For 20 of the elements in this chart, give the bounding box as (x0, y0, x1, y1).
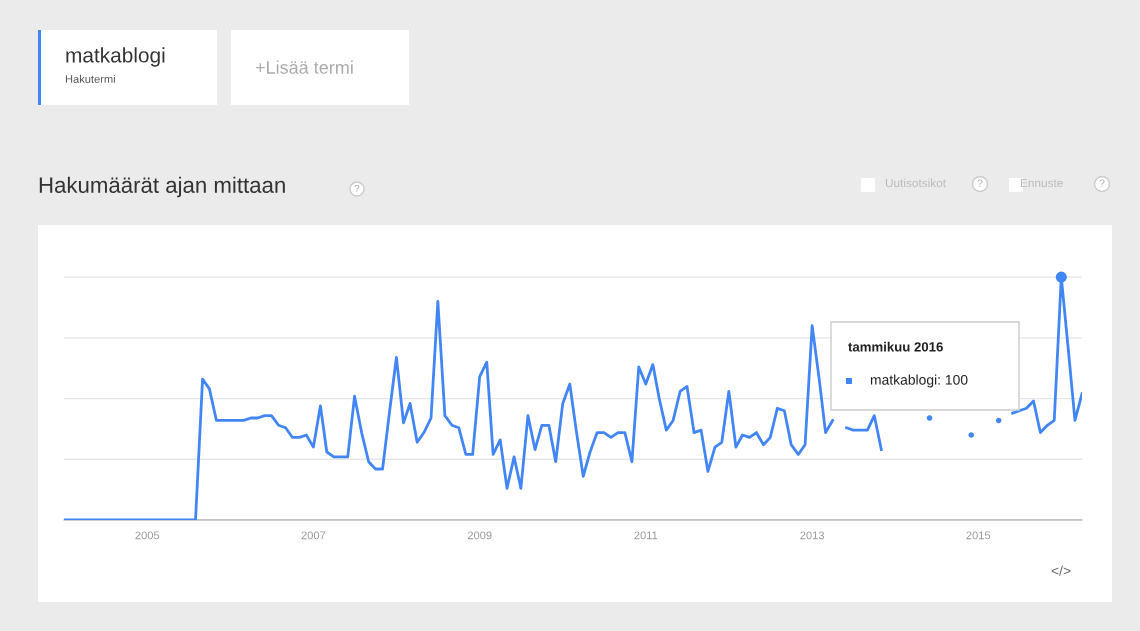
text: </> (1051, 565, 1071, 576)
text: ? (977, 179, 983, 187)
annotation: matkablogi: 100 (870, 374, 968, 388)
x-tick-label: 2007 (301, 531, 326, 540)
point (926, 415, 933, 421)
text: +Lisää termi (255, 60, 353, 74)
x-tick-label: 2011 (634, 531, 658, 540)
chart-title: Hakumäärät ajan mittaan (39, 176, 285, 198)
text: Ennuste (1020, 178, 1063, 188)
x-tick-label: 2015 (966, 531, 991, 540)
text: ? (1099, 179, 1105, 187)
x-tick-label: 2005 (135, 531, 160, 540)
text: Hakutermi (65, 74, 115, 83)
text: ? (354, 184, 360, 192)
x-tick-label: 2013 (800, 531, 825, 540)
point (968, 432, 974, 438)
point (995, 417, 1002, 424)
annotation: tammikuu 2016 (848, 341, 943, 352)
text: matkablogi (66, 47, 165, 67)
x-tick-label: 2009 (467, 531, 492, 540)
